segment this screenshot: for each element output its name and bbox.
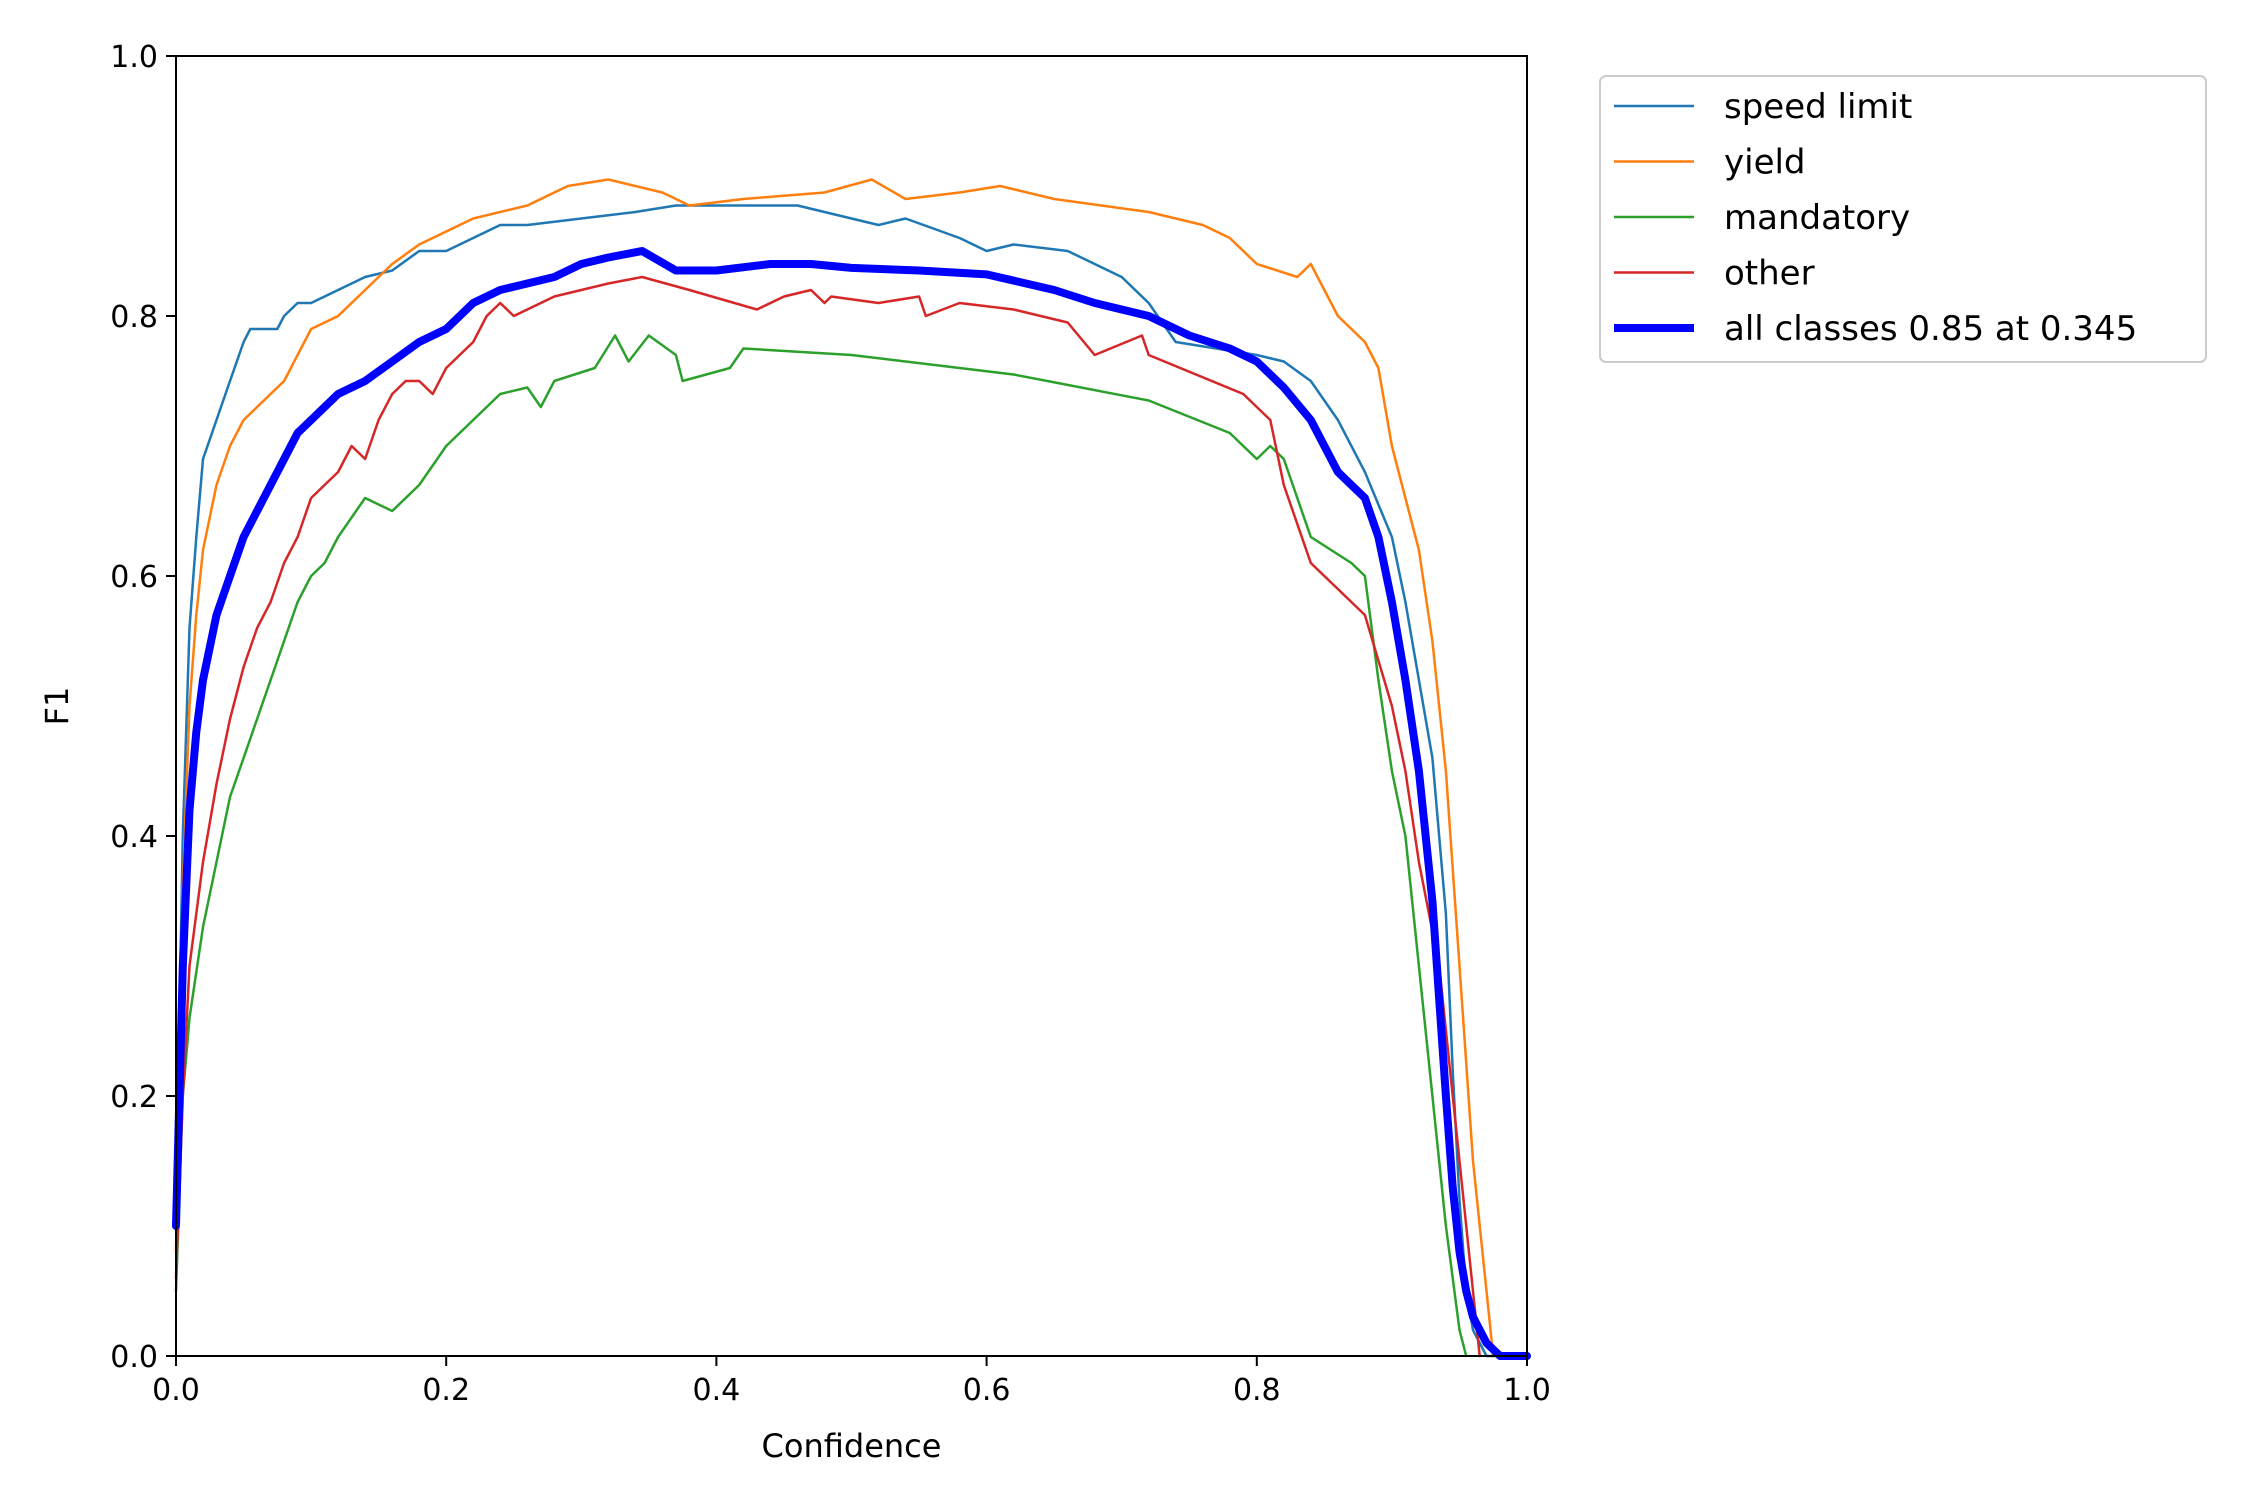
y-axis-label: F1	[38, 687, 76, 726]
x-tick-label: 0.0	[152, 1373, 200, 1408]
x-tick-label: 0.6	[963, 1373, 1011, 1408]
legend: speed limit yield mandatory other all classe…	[1599, 75, 2207, 363]
legend-items: speed limit yield mandatory other all classe…	[1614, 87, 2137, 349]
y-tick-label: 0.0	[110, 1340, 158, 1375]
plot-lines	[172, 178, 1531, 1360]
legend-box	[1599, 75, 2207, 363]
series-line-2	[174, 334, 1468, 1358]
x-tick-label: 0.8	[1233, 1373, 1281, 1408]
plot-frame	[175, 55, 1528, 1357]
series-line-4	[172, 247, 1531, 1360]
legend-label: yield	[1724, 143, 1806, 183]
y-tick-label: 0.4	[110, 820, 158, 855]
y-tick-label: 1.0	[110, 40, 158, 75]
y-axis-ticks: 0.0 0.2 0.4 0.6 0.8 1.0	[110, 40, 176, 1375]
x-axis-label: Confidence	[762, 1427, 942, 1465]
x-axis-ticks: 0.0 0.2 0.4 0.6 0.8 1.0	[152, 1356, 1551, 1408]
legend-label: all classes 0.85 at 0.345	[1724, 309, 2137, 349]
legend-label: other	[1724, 254, 1815, 294]
series-line-0	[174, 204, 1529, 1358]
y-tick-label: 0.2	[110, 1080, 158, 1115]
legend-label: mandatory	[1724, 198, 1910, 238]
y-tick-label: 0.8	[110, 300, 158, 335]
x-tick-label: 1.0	[1503, 1373, 1551, 1408]
x-tick-label: 0.4	[693, 1373, 741, 1408]
x-tick-label: 0.2	[422, 1373, 470, 1408]
legend-label: speed limit	[1724, 87, 1912, 127]
series-line-3	[174, 275, 1481, 1358]
y-tick-label: 0.6	[110, 560, 158, 595]
series-line-1	[174, 178, 1495, 1358]
